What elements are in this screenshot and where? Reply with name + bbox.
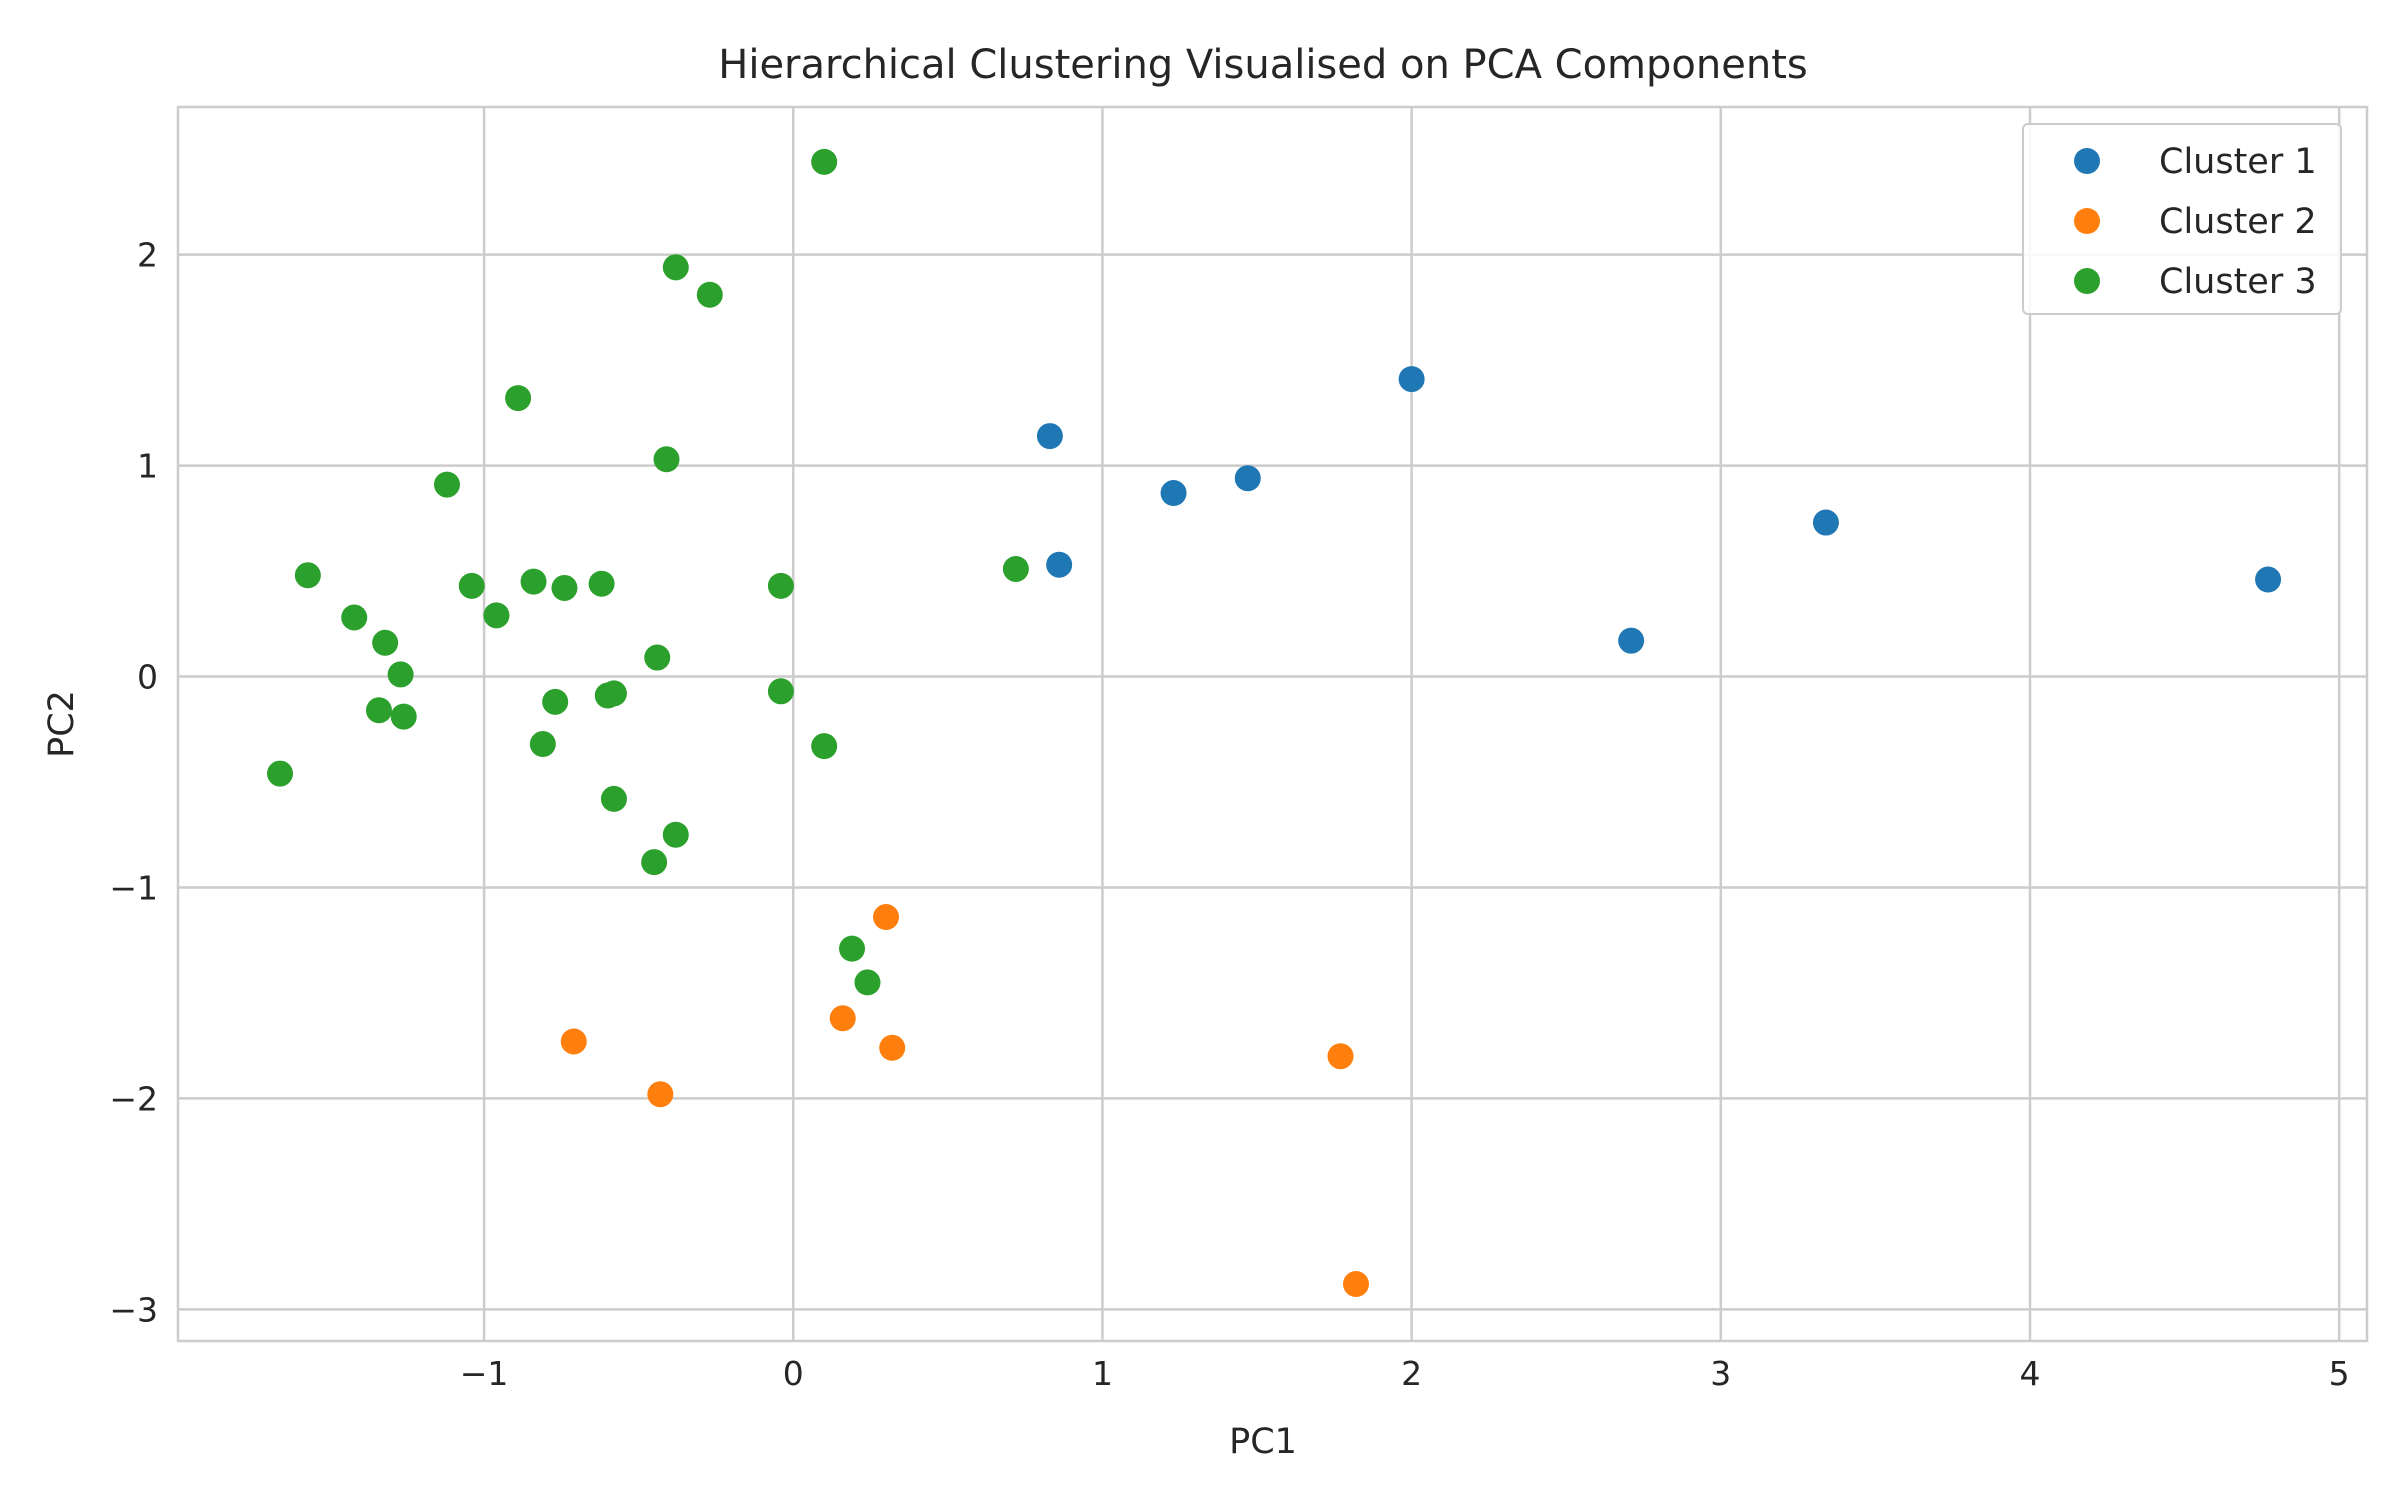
data-point: [372, 629, 399, 656]
data-point: [1160, 480, 1187, 507]
data-point: [662, 254, 689, 281]
legend-label: Cluster 2: [2159, 202, 2317, 242]
chart-title: Hierarchical Clustering Visualised on PC…: [718, 42, 1807, 88]
data-point: [879, 1034, 906, 1061]
y-tick-label: 0: [137, 658, 158, 697]
data-point: [520, 568, 547, 595]
y-tick-label: −3: [109, 1290, 158, 1329]
grid-lines: [178, 107, 2367, 1341]
data-point: [641, 849, 668, 876]
data-point: [767, 572, 794, 599]
x-tick-label: 3: [1710, 1354, 1731, 1393]
data-point: [551, 574, 578, 601]
data-point: [560, 1028, 587, 1055]
series-cluster-3: [267, 148, 1029, 996]
data-point: [854, 969, 881, 996]
legend-label: Cluster 3: [2159, 262, 2317, 302]
data-point: [483, 602, 510, 629]
y-tick-label: −1: [109, 868, 158, 907]
data-point: [644, 644, 671, 671]
data-point: [2255, 566, 2282, 593]
x-tick-label: −1: [460, 1354, 509, 1393]
y-tick-label: 1: [137, 447, 158, 486]
series-cluster-1: [1036, 366, 2282, 654]
series-cluster-2: [560, 904, 1369, 1298]
legend-label: Cluster 1: [2159, 142, 2317, 182]
data-point: [529, 731, 556, 758]
data-point: [294, 562, 321, 589]
data-point: [811, 148, 838, 175]
x-tick-label: 5: [2329, 1354, 2350, 1393]
data-point: [542, 688, 569, 715]
data-point: [433, 471, 460, 498]
data-point: [387, 661, 414, 688]
data-point: [1002, 555, 1029, 582]
x-tick-label: 4: [2019, 1354, 2040, 1393]
legend-marker: [2074, 268, 2100, 294]
data-point: [829, 1005, 856, 1032]
data-point: [458, 572, 485, 599]
data-point: [811, 733, 838, 760]
data-point: [505, 385, 532, 412]
data-point: [267, 760, 294, 787]
legend-frame: [2022, 123, 2342, 315]
data-point: [662, 821, 689, 848]
data-point: [588, 570, 615, 597]
data-point: [1046, 551, 1073, 578]
legend: Cluster 1 Cluster 2 Cluster 3: [2022, 123, 2342, 315]
data-point: [839, 935, 866, 962]
data-point: [1342, 1271, 1369, 1298]
x-tick-label: 0: [783, 1354, 804, 1393]
data-point: [1327, 1043, 1354, 1070]
x-tick-label: 2: [1401, 1354, 1422, 1393]
data-point: [1398, 366, 1425, 393]
data-point: [1234, 465, 1261, 492]
data-point: [1618, 627, 1645, 654]
y-tick-label: −2: [109, 1079, 158, 1118]
data-point: [390, 703, 417, 730]
data-point: [767, 678, 794, 705]
data-point: [696, 281, 723, 308]
data-point: [873, 904, 900, 931]
data-point: [600, 680, 627, 707]
data-point: [1036, 423, 1063, 450]
x-axis-label: PC1: [1229, 1422, 1297, 1462]
data-point: [365, 697, 392, 724]
tick-labels: −1 0 1 2 3 4 5 −3 −2 −1 0 1 2: [109, 236, 2349, 1393]
data-points: [267, 148, 2282, 1298]
data-point: [1812, 509, 1839, 536]
data-point: [600, 785, 627, 812]
data-point: [647, 1081, 674, 1108]
plot-frame: [176, 105, 2369, 1343]
legend-marker: [2074, 148, 2100, 174]
data-point: [341, 604, 368, 631]
legend-marker: [2074, 208, 2100, 234]
y-axis-label: PC2: [42, 690, 82, 758]
x-tick-label: 1: [1092, 1354, 1113, 1393]
data-point: [653, 446, 680, 473]
y-tick-label: 2: [137, 236, 158, 275]
